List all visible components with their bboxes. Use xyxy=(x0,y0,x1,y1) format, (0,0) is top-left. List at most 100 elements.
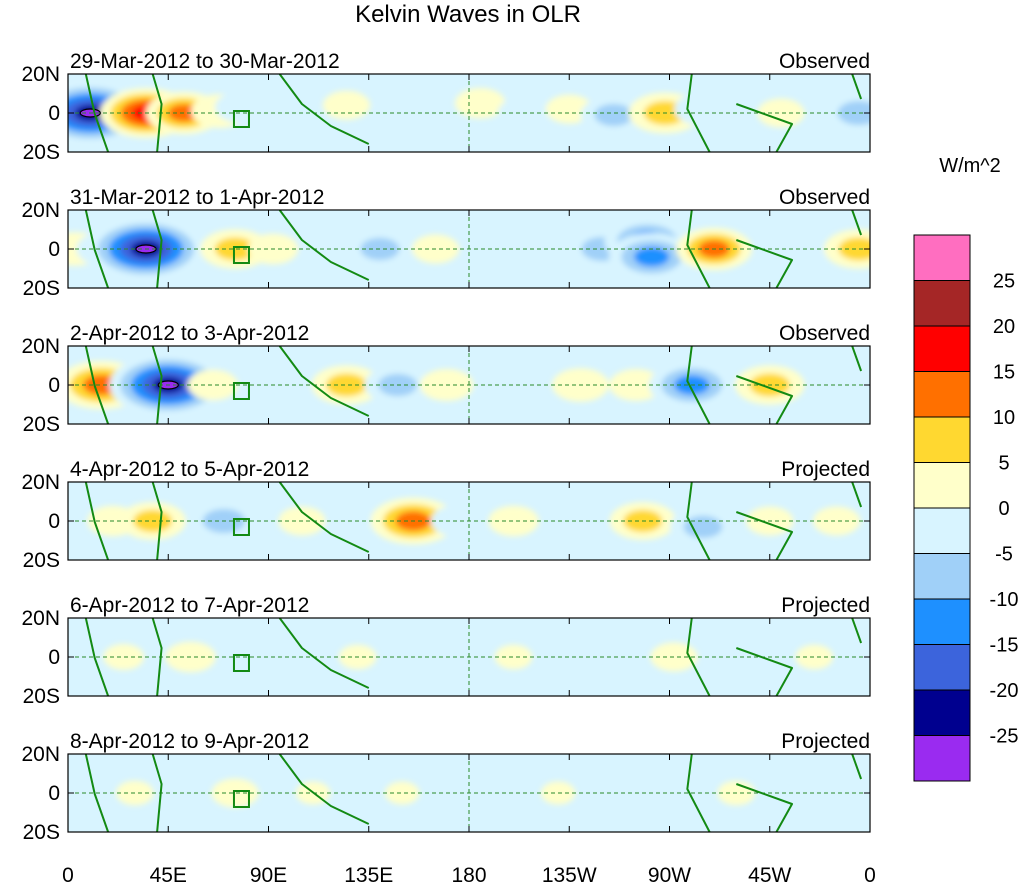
anomaly-contour xyxy=(246,643,291,671)
coastline xyxy=(84,210,110,288)
coastline xyxy=(151,210,163,288)
anomaly-contour xyxy=(812,370,861,400)
x-tick-label: 135W xyxy=(542,864,597,887)
panel-kind-label: Observed xyxy=(779,186,870,209)
anomaly-contour xyxy=(211,778,259,808)
x-tick-label: 135E xyxy=(344,864,393,887)
panel-4: 20N 0 20S 4-Apr-2012 to 5-Apr-2012 Projected xyxy=(21,458,871,572)
coastline xyxy=(735,647,794,696)
anomaly-contour xyxy=(634,247,670,267)
panel-kind-label: Observed xyxy=(779,50,870,73)
coastline xyxy=(278,210,370,281)
colorbar-swatch xyxy=(913,371,971,418)
coastline xyxy=(851,754,863,780)
coastline xyxy=(851,618,863,644)
coastline xyxy=(735,103,794,152)
y-tick-label: 0 xyxy=(48,782,60,805)
colorbar-swatch xyxy=(913,689,971,736)
coastline xyxy=(686,754,711,832)
coastline xyxy=(84,74,110,152)
x-axis: 0 45E 90E 135E 180 135W 90W 45W 0 xyxy=(62,864,876,887)
anomaly-field xyxy=(68,217,870,281)
anomaly-contour xyxy=(431,505,485,537)
colorbar-label: 15 xyxy=(993,362,1015,384)
colorbar-label: -5 xyxy=(995,544,1013,566)
y-tick-label: 20N xyxy=(21,607,60,630)
x-tick-label: 45E xyxy=(150,864,187,887)
region-box xyxy=(232,246,250,264)
x-tick-label: 90W xyxy=(648,864,691,887)
coastline xyxy=(686,618,711,696)
panel-kind-label: Observed xyxy=(779,322,870,345)
colorbar-label: 20 xyxy=(993,316,1015,338)
coastline xyxy=(278,346,370,417)
colorbar-label: -25 xyxy=(990,726,1019,748)
coastline xyxy=(84,482,110,560)
anomaly-contour xyxy=(324,510,382,544)
panels-group: 20N 0 20S 29-Mar-2012 to 30-Mar-2012 Observe… xyxy=(21,50,871,844)
panel-period-label: 6-Apr-2012 to 7-Apr-2012 xyxy=(70,594,309,617)
anomaly-contour xyxy=(838,237,870,261)
coastline xyxy=(84,754,110,832)
anomaly-contour xyxy=(376,97,428,129)
panel-kind-label: Projected xyxy=(781,458,870,481)
anomaly-contour xyxy=(454,87,506,119)
coastline xyxy=(735,783,794,832)
coastline xyxy=(851,210,863,236)
y-tick-label: 20N xyxy=(21,471,60,494)
panel-2: 20N 0 20S 31-Mar-2012 to 1-Apr-2012 Observed xyxy=(21,186,871,300)
region-box xyxy=(232,518,250,536)
anomaly-contour xyxy=(488,505,539,537)
y-tick-label: 20S xyxy=(23,413,60,436)
coastline xyxy=(686,74,711,152)
coastline xyxy=(151,74,163,152)
anomaly-contour xyxy=(322,90,371,120)
colorbar-swatch xyxy=(913,325,971,372)
anomaly-contour xyxy=(812,506,861,536)
anomaly-contour xyxy=(214,237,256,261)
region-box xyxy=(232,790,250,808)
anomaly-contour xyxy=(214,91,269,124)
colorbar-swatch xyxy=(913,416,971,463)
coastline xyxy=(278,618,370,689)
anomaly-contour xyxy=(674,92,732,126)
y-tick-label: 20N xyxy=(21,743,60,766)
anomaly-contour xyxy=(594,103,634,127)
anomaly-contour xyxy=(489,230,538,260)
anomaly-contour xyxy=(326,373,367,397)
y-tick-label: 20N xyxy=(21,63,60,86)
colorbar: W/m^2 -25 -20 -15 -10 -5 0 5 10 15 20 25 xyxy=(913,155,1019,782)
anomaly-contour xyxy=(384,781,420,805)
anomaly-contour xyxy=(757,98,805,128)
x-tick-label: 0 xyxy=(62,864,74,887)
anomaly-contour xyxy=(494,644,533,670)
panel-5: 20N 0 20S 6-Apr-2012 to 7-Apr-2012 Projected xyxy=(21,594,871,708)
colorbar-label: 10 xyxy=(993,407,1015,429)
y-tick-label: 20S xyxy=(23,277,60,300)
anomaly-contour xyxy=(187,369,239,401)
x-tick-label: 0 xyxy=(864,864,876,887)
coastline xyxy=(851,74,863,100)
region-box xyxy=(232,382,250,400)
coastline xyxy=(686,346,711,424)
panel-period-label: 2-Apr-2012 to 3-Apr-2012 xyxy=(70,322,309,345)
panel-period-label: 8-Apr-2012 to 9-Apr-2012 xyxy=(70,730,309,753)
anomaly-contour xyxy=(837,101,870,125)
y-tick-label: 20N xyxy=(21,199,60,222)
coastline xyxy=(278,754,370,825)
panel-kind-label: Projected xyxy=(781,594,870,617)
y-tick-label: 0 xyxy=(48,238,60,261)
coastline xyxy=(151,346,163,424)
coastline xyxy=(851,346,863,372)
coastline xyxy=(851,482,863,508)
anomaly-contour xyxy=(404,647,445,674)
colorbar-swatch xyxy=(913,234,971,281)
colorbar-swatch xyxy=(913,462,971,509)
y-tick-label: 0 xyxy=(48,102,60,125)
anomaly-contour xyxy=(475,374,530,407)
colorbar-label: -20 xyxy=(990,680,1019,702)
colorbar-swatch xyxy=(913,280,971,327)
x-tick-label: 90E xyxy=(250,864,287,887)
y-tick-label: 0 xyxy=(48,646,60,669)
y-tick-label: 20S xyxy=(23,549,60,572)
